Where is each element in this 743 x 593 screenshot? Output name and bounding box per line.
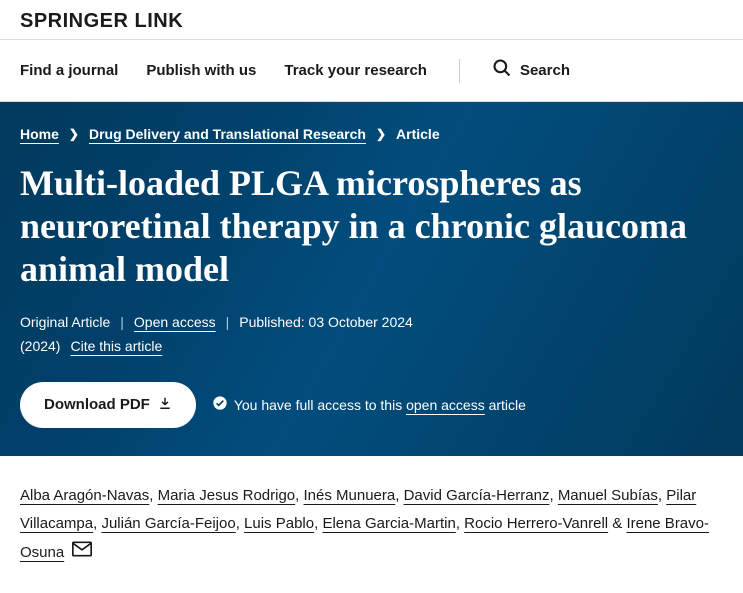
download-icon (158, 396, 172, 414)
article-meta-row-2: (2024) Cite this article (20, 338, 723, 354)
nav-track[interactable]: Track your research (284, 62, 427, 79)
access-note: You have full access to this open access… (212, 395, 526, 414)
nav-publish[interactable]: Publish with us (146, 62, 256, 79)
nav-find-journal[interactable]: Find a journal (20, 62, 118, 79)
meta-separator: | (226, 314, 230, 330)
author-link[interactable]: Maria Jesus Rodrigo (158, 487, 296, 504)
breadcrumb-journal[interactable]: Drug Delivery and Translational Research (89, 126, 366, 142)
author-link[interactable]: Julián García-Feijoo (101, 515, 235, 532)
author-link[interactable]: Manuel Subías (558, 487, 658, 504)
article-title: Multi-loaded PLGA microspheres as neuror… (20, 162, 723, 292)
article-type: Original Article (20, 314, 110, 330)
breadcrumb: Home ❯ Drug Delivery and Translational R… (20, 126, 723, 142)
author-link[interactable]: Inés Munuera (304, 487, 396, 504)
cite-article-link[interactable]: Cite this article (70, 338, 162, 354)
nav-divider (459, 59, 460, 83)
breadcrumb-current: Article (396, 126, 440, 142)
mail-icon[interactable] (72, 539, 92, 568)
author-link[interactable]: Luis Pablo (244, 515, 314, 532)
download-row: Download PDF You have full access to thi… (20, 382, 723, 428)
access-link[interactable]: open access (406, 397, 485, 413)
author-link[interactable]: Rocio Herrero-Vanrell (464, 515, 608, 532)
access-prefix: You have full access to this (234, 397, 406, 413)
check-circle-icon (212, 395, 228, 414)
article-meta-row-1: Original Article | Open access | Publish… (20, 314, 723, 330)
chevron-right-icon: ❯ (69, 127, 79, 141)
open-access-link[interactable]: Open access (134, 314, 216, 330)
meta-separator: | (120, 314, 124, 330)
authors-list: Alba Aragón-Navas, Maria Jesus Rodrigo, … (0, 456, 743, 593)
author-link[interactable]: David García-Herranz (404, 487, 550, 504)
article-hero: Home ❯ Drug Delivery and Translational R… (0, 102, 743, 456)
search-button[interactable]: Search (492, 58, 570, 83)
search-label: Search (520, 62, 570, 79)
download-pdf-button[interactable]: Download PDF (20, 382, 196, 428)
article-year: (2024) (20, 338, 60, 354)
search-icon (492, 58, 512, 83)
site-logo[interactable]: SPRINGER LINK (0, 0, 743, 39)
download-label: Download PDF (44, 396, 150, 413)
author-link[interactable]: Elena Garcia-Martin (322, 515, 455, 532)
access-suffix: article (485, 397, 526, 413)
chevron-right-icon: ❯ (376, 127, 386, 141)
main-nav: Find a journal Publish with us Track you… (0, 39, 743, 102)
published-date: Published: 03 October 2024 (239, 314, 413, 330)
breadcrumb-home[interactable]: Home (20, 126, 59, 142)
author-link[interactable]: Alba Aragón-Navas (20, 487, 149, 504)
